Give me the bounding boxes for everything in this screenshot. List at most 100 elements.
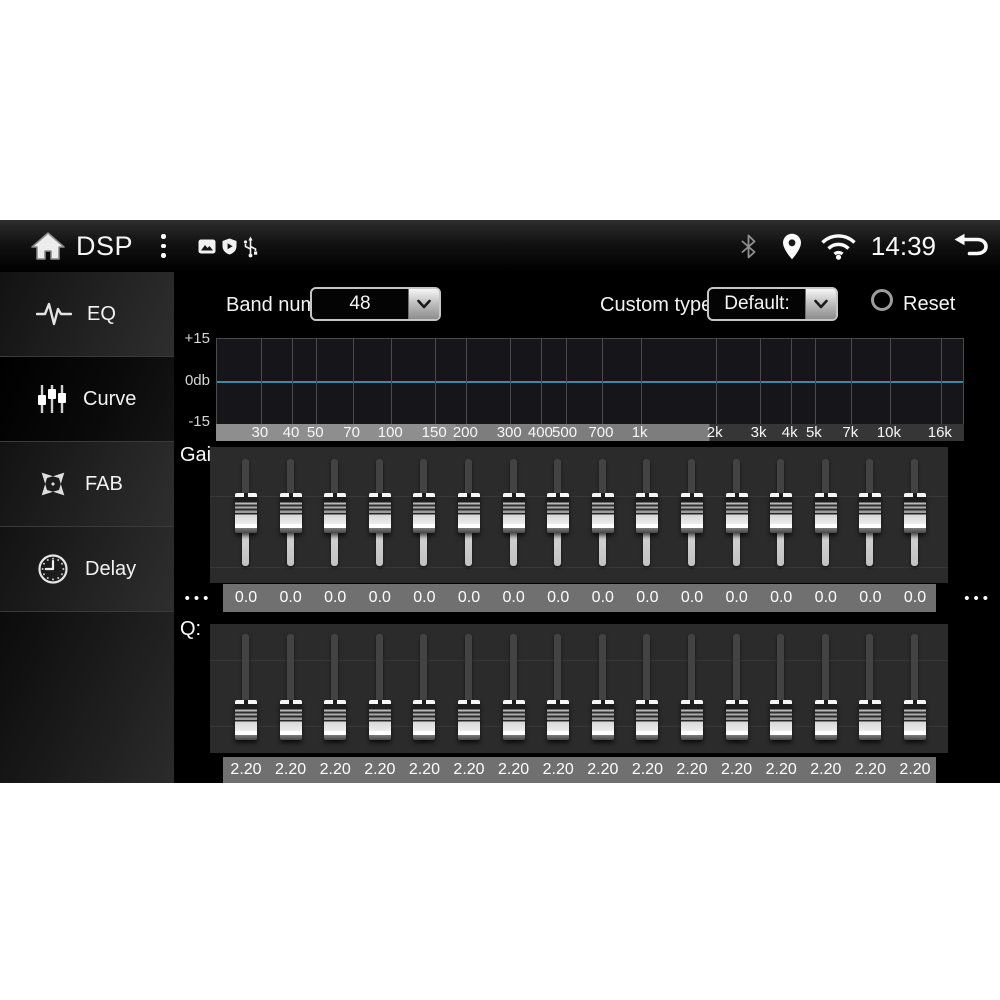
slider-thumb[interactable]: [413, 492, 436, 533]
gain-slider[interactable]: [769, 447, 793, 583]
sidebar-item-delay[interactable]: Delay: [0, 527, 174, 612]
q-slider[interactable]: [368, 624, 392, 753]
slider-thumb[interactable]: [904, 492, 926, 533]
slider-thumb[interactable]: [502, 492, 525, 533]
photo-icon: [198, 239, 216, 254]
gain-value: 0.0: [234, 589, 258, 606]
slider-thumb[interactable]: [368, 492, 391, 533]
fab-arrows-icon: [36, 467, 70, 501]
slider-thumb[interactable]: [591, 700, 614, 741]
slider-thumb[interactable]: [770, 492, 793, 533]
q-slider[interactable]: [502, 624, 526, 753]
q-slider[interactable]: [725, 624, 749, 753]
slider-thumb[interactable]: [725, 700, 748, 741]
gain-more-left-button[interactable]: •••: [184, 589, 213, 607]
slider-thumb[interactable]: [770, 700, 793, 741]
gain-slider[interactable]: [412, 447, 436, 583]
slider-thumb[interactable]: [502, 700, 525, 741]
back-icon[interactable]: [950, 232, 988, 260]
slider-thumb[interactable]: [235, 492, 257, 533]
gain-slider[interactable]: [279, 447, 303, 583]
reset-label[interactable]: Reset: [903, 293, 956, 315]
q-slider[interactable]: [903, 624, 927, 753]
gain-slider[interactable]: [814, 447, 838, 583]
gain-slider[interactable]: [680, 447, 704, 583]
q-slider[interactable]: [412, 624, 436, 753]
slider-thumb[interactable]: [859, 492, 882, 533]
chevron-down-icon[interactable]: [408, 289, 439, 319]
slider-thumb[interactable]: [547, 700, 570, 741]
overflow-menu-icon[interactable]: [155, 230, 172, 262]
slider-track: [866, 634, 874, 739]
q-slider[interactable]: [814, 624, 838, 753]
slider-thumb[interactable]: [814, 700, 837, 741]
q-slider[interactable]: [680, 624, 704, 753]
y-axis-label-min: -15: [188, 413, 210, 430]
sidebar-item-eq[interactable]: EQ: [0, 272, 174, 357]
q-value: 2.20: [453, 761, 485, 778]
chevron-down-icon[interactable]: [805, 289, 836, 319]
slider-thumb[interactable]: [324, 700, 347, 741]
q-slider[interactable]: [635, 624, 659, 753]
slider-thumb[interactable]: [324, 492, 347, 533]
q-slider[interactable]: [858, 624, 882, 753]
sidebar-item-fab[interactable]: FAB: [0, 442, 174, 527]
slider-thumb[interactable]: [279, 492, 302, 533]
sidebar-filler: [0, 612, 174, 783]
q-slider[interactable]: [769, 624, 793, 753]
sidebar-item-curve[interactable]: Curve: [0, 357, 174, 442]
sidebar-item-label: Delay: [85, 557, 137, 580]
slider-thumb[interactable]: [547, 492, 570, 533]
slider-thumb[interactable]: [235, 700, 257, 741]
slider-thumb[interactable]: [458, 492, 480, 533]
gain-slider[interactable]: [323, 447, 347, 583]
gain-slider[interactable]: [502, 447, 526, 583]
freq-tick-label: 40: [282, 424, 300, 441]
home-icon[interactable]: [30, 231, 66, 261]
reset-radio[interactable]: [871, 289, 893, 311]
gain-slider[interactable]: [457, 447, 481, 583]
slider-thumb[interactable]: [814, 492, 837, 533]
slider-thumb[interactable]: [859, 700, 882, 741]
gain-slider[interactable]: [591, 447, 615, 583]
freq-gridline: [260, 339, 262, 424]
q-slider[interactable]: [279, 624, 303, 753]
gain-value: 0.0: [279, 589, 302, 606]
slider-thumb[interactable]: [413, 700, 436, 741]
gain-slider[interactable]: [635, 447, 659, 583]
slider-thumb[interactable]: [368, 700, 391, 741]
slider-track: [821, 634, 829, 739]
band-num-dropdown[interactable]: 48: [310, 287, 441, 321]
slider-thumb[interactable]: [458, 700, 480, 741]
freq-gridline: [851, 339, 853, 424]
slider-thumb[interactable]: [904, 700, 926, 741]
q-slider[interactable]: [457, 624, 481, 753]
gain-slider[interactable]: [903, 447, 927, 583]
q-slider[interactable]: [591, 624, 615, 753]
custom-type-dropdown[interactable]: Default:: [707, 287, 838, 321]
slider-thumb[interactable]: [636, 700, 659, 741]
slider-thumb[interactable]: [681, 492, 703, 533]
gain-slider[interactable]: [546, 447, 570, 583]
q-slider[interactable]: [234, 624, 258, 753]
panel-line: [210, 660, 948, 661]
q-slider[interactable]: [323, 624, 347, 753]
sidebar: EQ Curve: [0, 272, 174, 783]
slider-thumb[interactable]: [636, 492, 659, 533]
gain-slider[interactable]: [368, 447, 392, 583]
gain-slider[interactable]: [725, 447, 749, 583]
freq-tick-label: 4k: [781, 424, 798, 441]
gain-slider[interactable]: [234, 447, 258, 583]
freq-tick-label: 70: [343, 424, 360, 441]
q-value: 2.20: [542, 761, 574, 778]
freq-gridline: [601, 339, 603, 424]
slider-thumb[interactable]: [681, 700, 703, 741]
slider-thumb[interactable]: [279, 700, 302, 741]
gain-more-right-button[interactable]: •••: [964, 589, 992, 607]
slider-thumb[interactable]: [725, 492, 748, 533]
gain-value-row: ••• 0.0 0.0 0.0 0.0 0.0 0.0 0.0 0.0 0.0 0.0 0.0 0.0…: [174, 584, 1000, 612]
q-slider[interactable]: [546, 624, 570, 753]
q-value: 2.20: [319, 761, 351, 778]
gain-slider[interactable]: [858, 447, 882, 583]
slider-thumb[interactable]: [591, 492, 614, 533]
